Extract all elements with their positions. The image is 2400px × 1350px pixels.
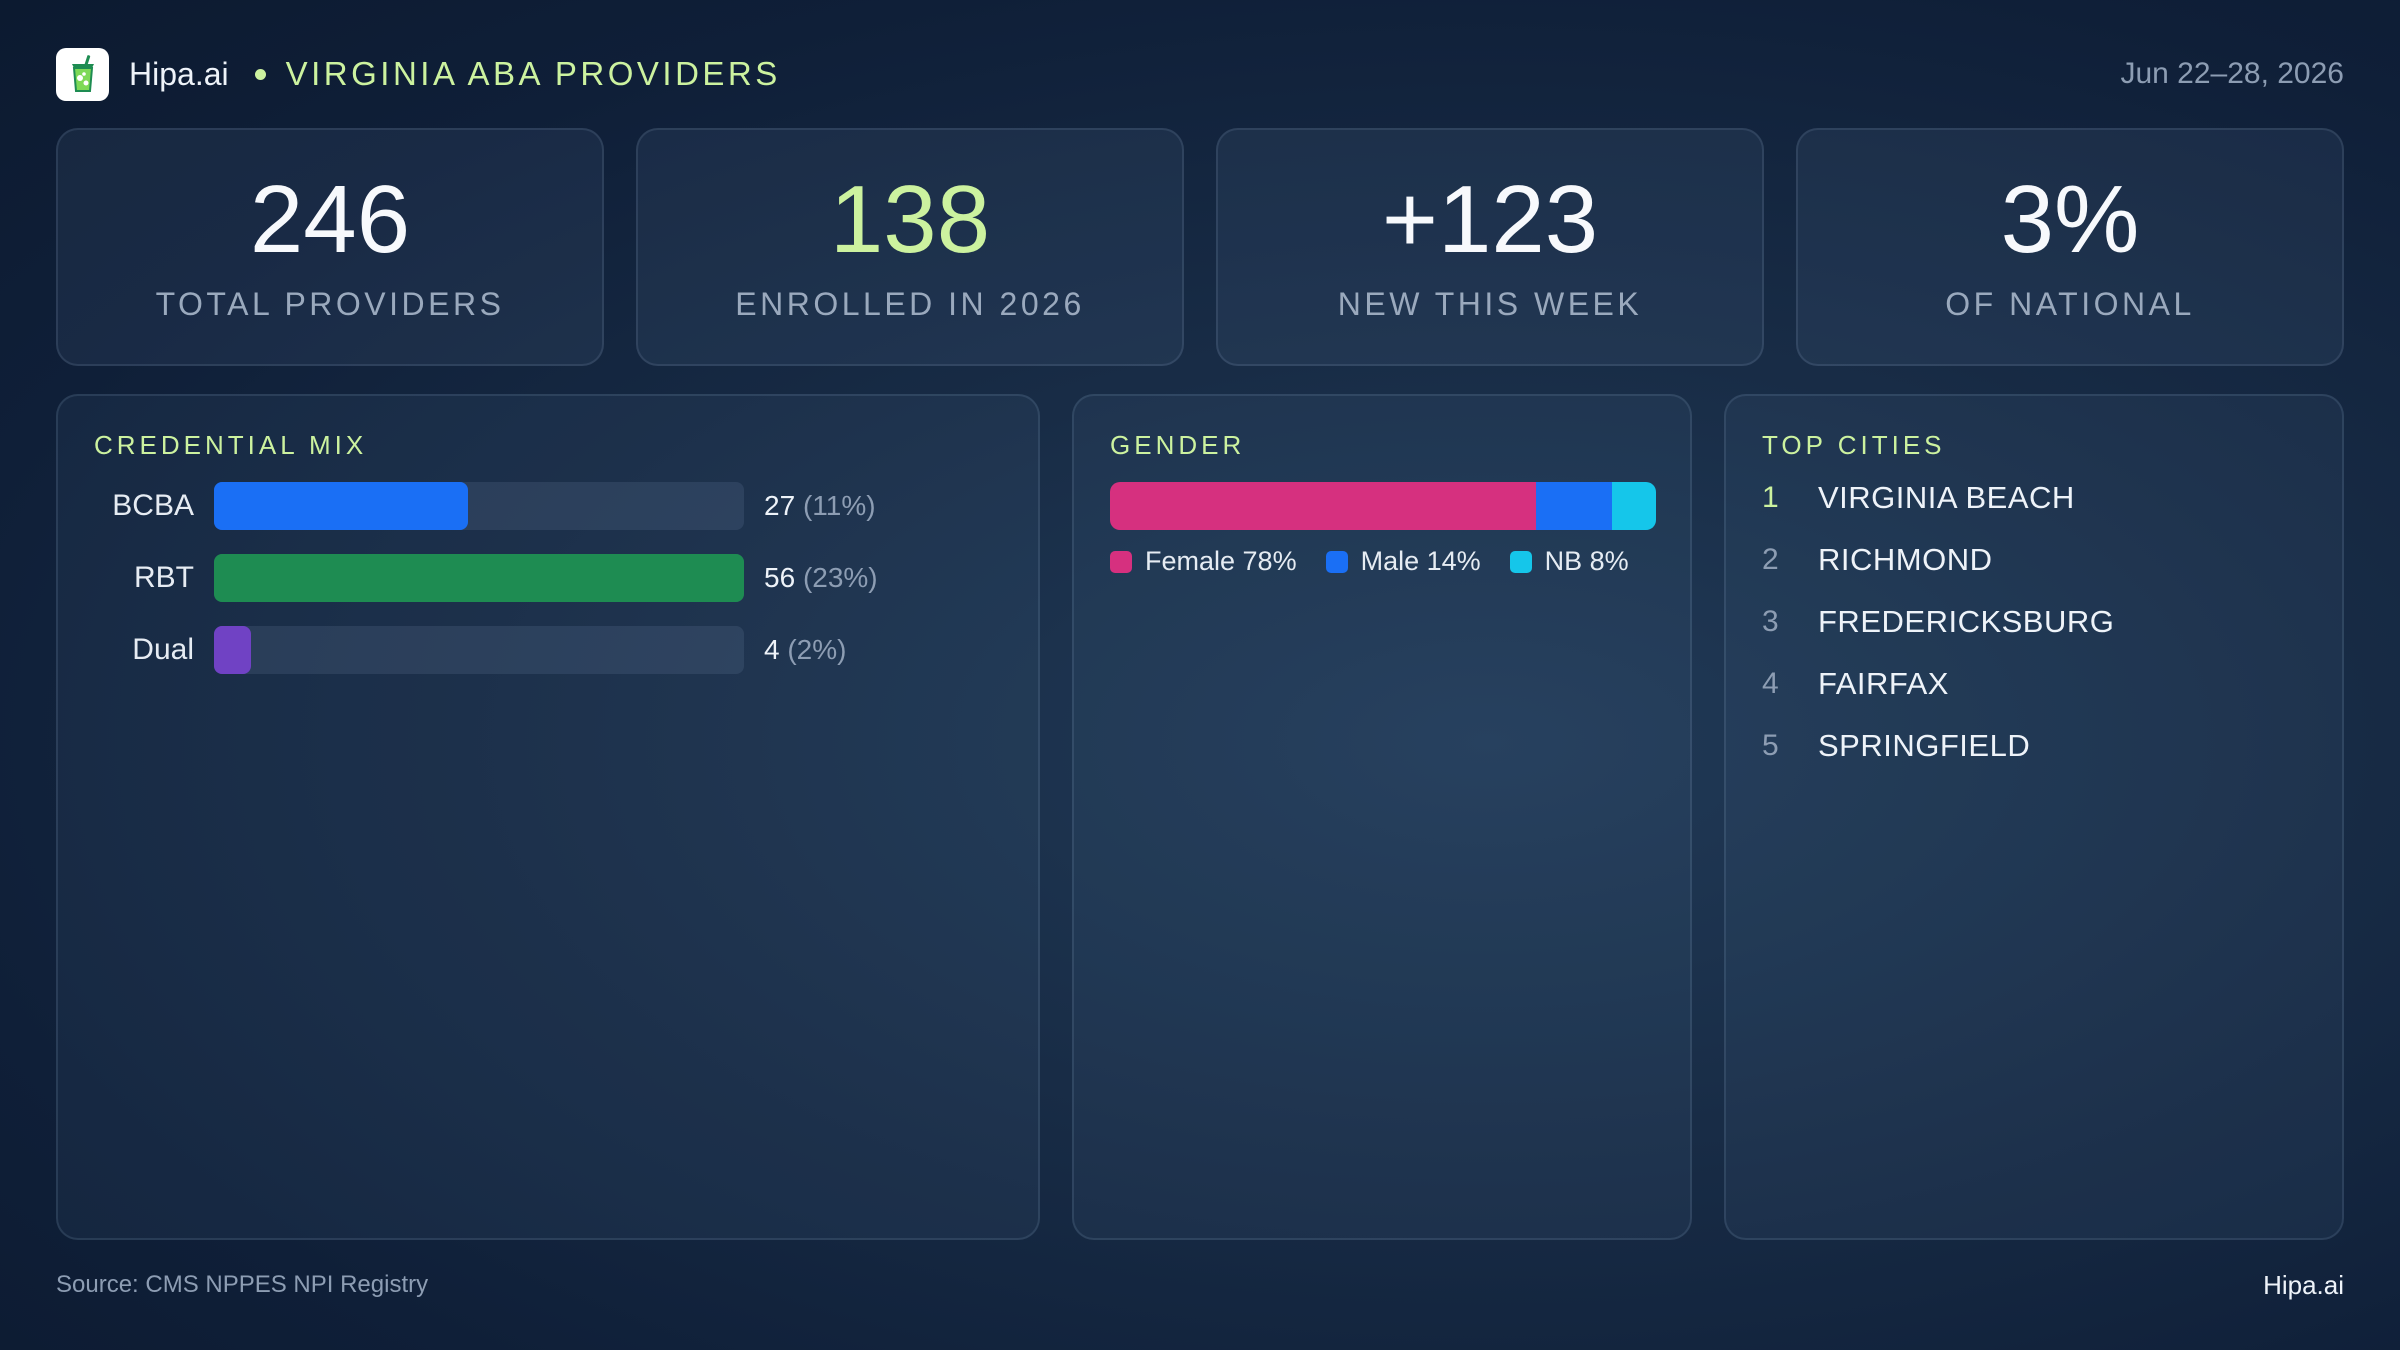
bar-track xyxy=(214,626,744,674)
city-name: FREDERICKSBURG xyxy=(1818,604,2115,639)
bar-dual xyxy=(214,626,251,674)
bar-value-label: 4 (2%) xyxy=(764,626,846,674)
bar-percent: (23%) xyxy=(802,562,878,593)
bar-count: 27 xyxy=(764,490,803,521)
bar-track xyxy=(214,554,744,602)
kpi-label: TOTAL PROVIDERS xyxy=(155,286,505,322)
footer-brand: Hipa.ai xyxy=(2263,1270,2344,1300)
kpi-label: OF NATIONAL xyxy=(1945,286,2195,322)
city-name: SPRINGFIELD xyxy=(1818,728,2031,763)
list-item: 2 RICHMOND xyxy=(1762,540,1993,580)
gender-legend: Female 78% Male 14% NB 8% xyxy=(1110,546,1658,577)
legend-swatch xyxy=(1325,550,1348,573)
bar-count: 4 xyxy=(764,634,788,665)
bar-track xyxy=(214,482,744,530)
kpi-value: 246 xyxy=(249,166,411,273)
bar-bcba xyxy=(214,482,468,530)
bar-rbt xyxy=(214,554,744,602)
bar-row-dual: Dual 4 (2%) xyxy=(58,626,1038,674)
legend-item-nb: NB 8% xyxy=(1509,546,1629,577)
kpi-value: 3% xyxy=(2000,166,2140,273)
brand: Hipa.ai VIRGINIA ABA PROVIDERS xyxy=(56,47,781,101)
legend-swatch xyxy=(1509,550,1532,573)
kpi-card-new-this-week: +123 NEW THIS WEEK xyxy=(1216,128,1764,366)
gender-segment-male xyxy=(1535,482,1613,530)
footer-source: Source: CMS NPPES NPI Registry xyxy=(56,1271,429,1298)
kpi-card-enrolled: 138 ENROLLED IN 2026 xyxy=(636,128,1184,366)
list-item: 5 SPRINGFIELD xyxy=(1762,726,2030,766)
kpi-card-of-national: 3% OF NATIONAL xyxy=(1796,128,2344,366)
bar-percent: (2%) xyxy=(787,634,847,665)
city-rank: 2 xyxy=(1762,543,1779,576)
kpi-card-total-providers: 246 TOTAL PROVIDERS xyxy=(56,128,604,366)
bar-percent: (11%) xyxy=(802,490,876,521)
gender-segment-nb xyxy=(1612,482,1656,530)
drink-cup-icon xyxy=(56,47,109,101)
kpi-value: 138 xyxy=(829,166,991,273)
kpi-label: ENROLLED IN 2026 xyxy=(735,286,1085,322)
gender-stacked-bar xyxy=(1110,482,1656,530)
city-rank: 1 xyxy=(1762,481,1779,514)
city-name: RICHMOND xyxy=(1818,542,1993,577)
date-range: Jun 22–28, 2026 xyxy=(2120,57,2344,90)
gender-segment-female xyxy=(1110,482,1536,530)
bar-label: Dual xyxy=(132,633,194,666)
legend-item-female: Female 78% xyxy=(1110,546,1297,577)
legend-item-male: Male 14% xyxy=(1325,546,1481,577)
bar-row-rbt: RBT 56 (23%) xyxy=(58,554,1038,602)
bar-label: RBT xyxy=(134,561,194,594)
kpi-row: 246 TOTAL PROVIDERS 138 ENROLLED IN 2026… xyxy=(56,128,2344,366)
bar-label: BCBA xyxy=(112,489,194,522)
brand-name: Hipa.ai xyxy=(129,55,229,92)
credential-mix-panel: CREDENTIAL MIX BCBA 27 (11%) RBT 56 (23%) Du… xyxy=(56,394,1040,1240)
list-item: 1 VIRGINIA BEACH xyxy=(1762,478,2075,518)
legend-label: Female 78% xyxy=(1145,546,1297,576)
bar-count: 56 xyxy=(764,562,803,593)
city-name: FAIRFAX xyxy=(1818,666,1949,701)
list-item: 4 FAIRFAX xyxy=(1762,664,1949,704)
bar-value-label: 27 (11%) xyxy=(764,482,876,530)
top-cities-panel: TOP CITIES 1 VIRGINIA BEACH 2 RICHMOND 3… xyxy=(1724,394,2344,1240)
bar-row-bcba: BCBA 27 (11%) xyxy=(58,482,1038,530)
gender-panel: GENDER Female 78% Male 14% NB 8% xyxy=(1072,394,1692,1240)
separator-dot xyxy=(254,68,266,80)
kpi-value: +123 xyxy=(1381,166,1599,273)
kpi-label: NEW THIS WEEK xyxy=(1337,286,1643,322)
panel-title: TOP CITIES xyxy=(1762,430,1946,460)
city-rank: 5 xyxy=(1762,729,1779,762)
panel-title: CREDENTIAL MIX xyxy=(94,430,368,460)
city-rank: 3 xyxy=(1762,605,1779,638)
header: Hipa.ai VIRGINIA ABA PROVIDERS Jun 22–28… xyxy=(56,46,2344,102)
legend-swatch xyxy=(1110,550,1132,573)
list-item: 3 FREDERICKSBURG xyxy=(1762,602,2114,642)
city-name: VIRGINIA BEACH xyxy=(1818,480,2075,515)
city-rank: 4 xyxy=(1762,667,1779,700)
bar-value-label: 56 (23%) xyxy=(764,554,878,602)
legend-label: Male 14% xyxy=(1360,546,1481,576)
panel-title: GENDER xyxy=(1110,430,1246,460)
legend-label: NB 8% xyxy=(1544,546,1629,576)
page-title: VIRGINIA ABA PROVIDERS xyxy=(285,55,781,92)
